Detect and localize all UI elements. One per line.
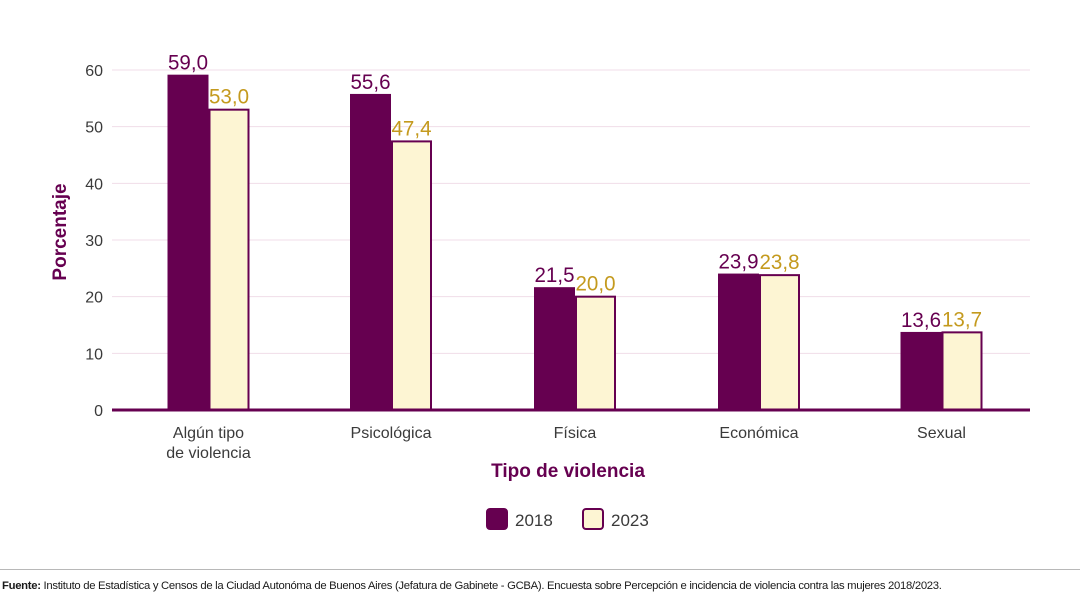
data-label: 13,6	[901, 309, 941, 332]
bar-chart: 0 10 20 30 40 50 60 59,053,0 55,647,4 21,5 20,0 23…	[50, 52, 1030, 530]
legend: 2018 2023	[486, 508, 649, 530]
bar-2023	[941, 331, 983, 411]
y-tick-label: 30	[85, 233, 103, 250]
category-label: Sexual	[917, 425, 966, 442]
source-text: Instituto de Estadística y Censos de la …	[40, 580, 942, 592]
data-label: 23,9	[719, 251, 759, 274]
bar-2023	[759, 274, 800, 411]
bar-2023	[575, 295, 616, 411]
data-label: 59,0	[168, 52, 208, 75]
data-label: 23,8	[760, 251, 800, 274]
legend-label: 2023	[611, 511, 649, 530]
y-axis-title: Porcentaje	[50, 183, 71, 280]
value-labels: 59,053,0 55,647,4 21,5 20,0 23,9 23,8 13,6 13,7	[168, 52, 982, 332]
legend-label: 2018	[515, 511, 553, 530]
bar-2023	[208, 108, 250, 412]
y-tick-label: 0	[94, 403, 103, 420]
bars	[167, 74, 983, 412]
category-label: Económica	[719, 425, 798, 442]
bar-2018	[534, 287, 575, 411]
data-label: 53,0	[209, 86, 249, 109]
y-tick-label: 20	[85, 290, 103, 307]
category-label: Algún tipo	[173, 425, 244, 442]
y-axis-ticks: 0 10 20 30 40 50 60	[85, 63, 103, 420]
data-label: 20,0	[576, 273, 616, 296]
category-label: Física	[554, 425, 597, 442]
bar-2018	[900, 331, 942, 411]
legend-swatch-2018	[486, 508, 508, 530]
gridlines	[112, 69, 1030, 354]
divider	[0, 569, 1080, 570]
source-prefix: Fuente:	[2, 580, 41, 592]
data-label: 13,7	[942, 308, 982, 331]
source-note: Fuente: Instituto de Estadística y Censo…	[2, 580, 1078, 592]
category-label: Psicológica	[351, 425, 432, 442]
category-label: de violencia	[166, 445, 251, 462]
bar-2018	[350, 93, 391, 412]
bar-2018	[718, 273, 759, 412]
data-label: 21,5	[535, 264, 575, 287]
category-labels: Algún tipo de violencia Psicológica Física E…	[166, 425, 966, 462]
bar-2018	[167, 74, 209, 412]
legend-swatch-2023	[582, 508, 604, 530]
y-tick-label: 50	[85, 120, 103, 137]
data-label: 55,6	[351, 71, 391, 94]
x-axis-title: Tipo de violencia	[491, 461, 645, 482]
y-tick-label: 10	[85, 346, 103, 363]
bar-2023	[391, 140, 432, 411]
y-tick-label: 40	[85, 176, 103, 193]
data-label: 47,4	[392, 117, 432, 140]
y-tick-label: 60	[85, 63, 103, 80]
